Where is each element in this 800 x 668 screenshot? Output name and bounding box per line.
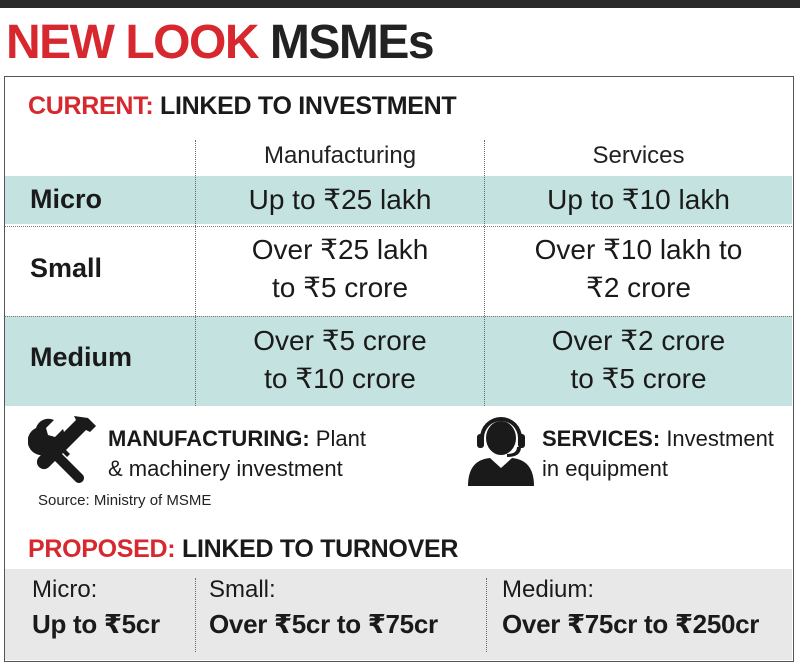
cell-line: ₹2 crore [586, 272, 691, 303]
column-header-manufacturing: Manufacturing [263, 142, 417, 169]
headline: NEW LOOK MSMEs [6, 14, 435, 72]
proposed-medium-label: Medium: [502, 576, 595, 603]
cell-line: Over ₹10 lakh to [534, 234, 743, 265]
column-divider [486, 578, 487, 652]
cell-medium-manufacturing: Over ₹5 crore to ₹10 crore [196, 322, 484, 398]
cell-line: to ₹10 crore [264, 363, 416, 394]
row-separator [5, 316, 792, 317]
current-section-title: CURRENT: LINKED TO INVESTMENT [28, 92, 457, 121]
cell-micro-services: Up to ₹10 lakh [485, 181, 792, 219]
legend-services-text2: in equipment [542, 456, 668, 481]
proposed-title-dark: LINKED TO TURNOVER [181, 535, 459, 563]
column-divider [484, 140, 485, 406]
proposed-micro-label: Micro: [32, 576, 98, 603]
proposed-title-red: PROPOSED: [28, 535, 176, 563]
proposed-band [5, 569, 792, 660]
row-band-medium [5, 316, 792, 406]
headline-part1: NEW LOOK [6, 16, 259, 69]
legend-services-text1: Investment [666, 426, 774, 451]
column-divider [195, 578, 196, 652]
cell-line: Over ₹25 lakh [251, 234, 429, 265]
column-header-services: Services [592, 142, 685, 169]
row-label-small: Small [30, 253, 103, 283]
row-label-micro: Micro [30, 184, 103, 214]
cell-line: Up to ₹25 lakh [248, 184, 432, 215]
proposed-small-label: Small: [209, 576, 276, 603]
row-separator [5, 226, 792, 227]
headline-part2: MSMEs [269, 16, 435, 69]
current-title-dark: LINKED TO INVESTMENT [160, 92, 457, 120]
proposed-small-value: Over ₹5cr to ₹75cr [209, 609, 438, 639]
cell-medium-services: Over ₹2 crore to ₹5 crore [485, 322, 792, 398]
cell-line: Over ₹2 crore [551, 325, 726, 356]
column-divider [195, 140, 196, 406]
legend-manufacturing: MANUFACTURING: Plant & machinery investm… [108, 424, 366, 484]
proposed-micro-value: Up to ₹5cr [32, 609, 160, 639]
legend-services-bold: SERVICES: [542, 426, 661, 451]
current-title-red: CURRENT: [28, 92, 154, 120]
top-rule [0, 0, 800, 8]
cell-small-services: Over ₹10 lakh to ₹2 crore [485, 231, 792, 307]
legend-manufacturing-text2: & machinery investment [108, 456, 343, 481]
row-band-micro [5, 176, 792, 224]
headset-person-icon [466, 414, 536, 486]
proposed-small: Small: Over ₹5cr to ₹75cr [209, 574, 438, 642]
legend-manufacturing-text1: Plant [315, 426, 366, 451]
cell-line: to ₹5 crore [271, 272, 409, 303]
cell-small-manufacturing: Over ₹25 lakh to ₹5 crore [196, 231, 484, 307]
cell-line: Over ₹5 crore [253, 325, 427, 356]
legend-manufacturing-bold: MANUFACTURING: [108, 426, 310, 451]
wrench-screwdriver-icon [27, 414, 100, 486]
source-note: Source: Ministry of MSME [38, 492, 212, 509]
legend-manufacturing-line1: MANUFACTURING: Plant [108, 424, 366, 454]
cell-line: Up to ₹10 lakh [547, 184, 730, 215]
row-label-medium: Medium [30, 342, 133, 372]
proposed-section-title: PROPOSED: LINKED TO TURNOVER [28, 535, 458, 564]
cell-line: to ₹5 crore [570, 363, 707, 394]
proposed-micro: Micro: Up to ₹5cr [32, 574, 160, 642]
legend-services: SERVICES: Investment in equipment [542, 424, 774, 484]
proposed-medium-value: Over ₹75cr to ₹250cr [502, 609, 760, 639]
proposed-medium: Medium: Over ₹75cr to ₹250cr [502, 574, 759, 642]
cell-micro-manufacturing: Up to ₹25 lakh [196, 181, 484, 219]
legend-services-line1: SERVICES: Investment [542, 424, 774, 454]
